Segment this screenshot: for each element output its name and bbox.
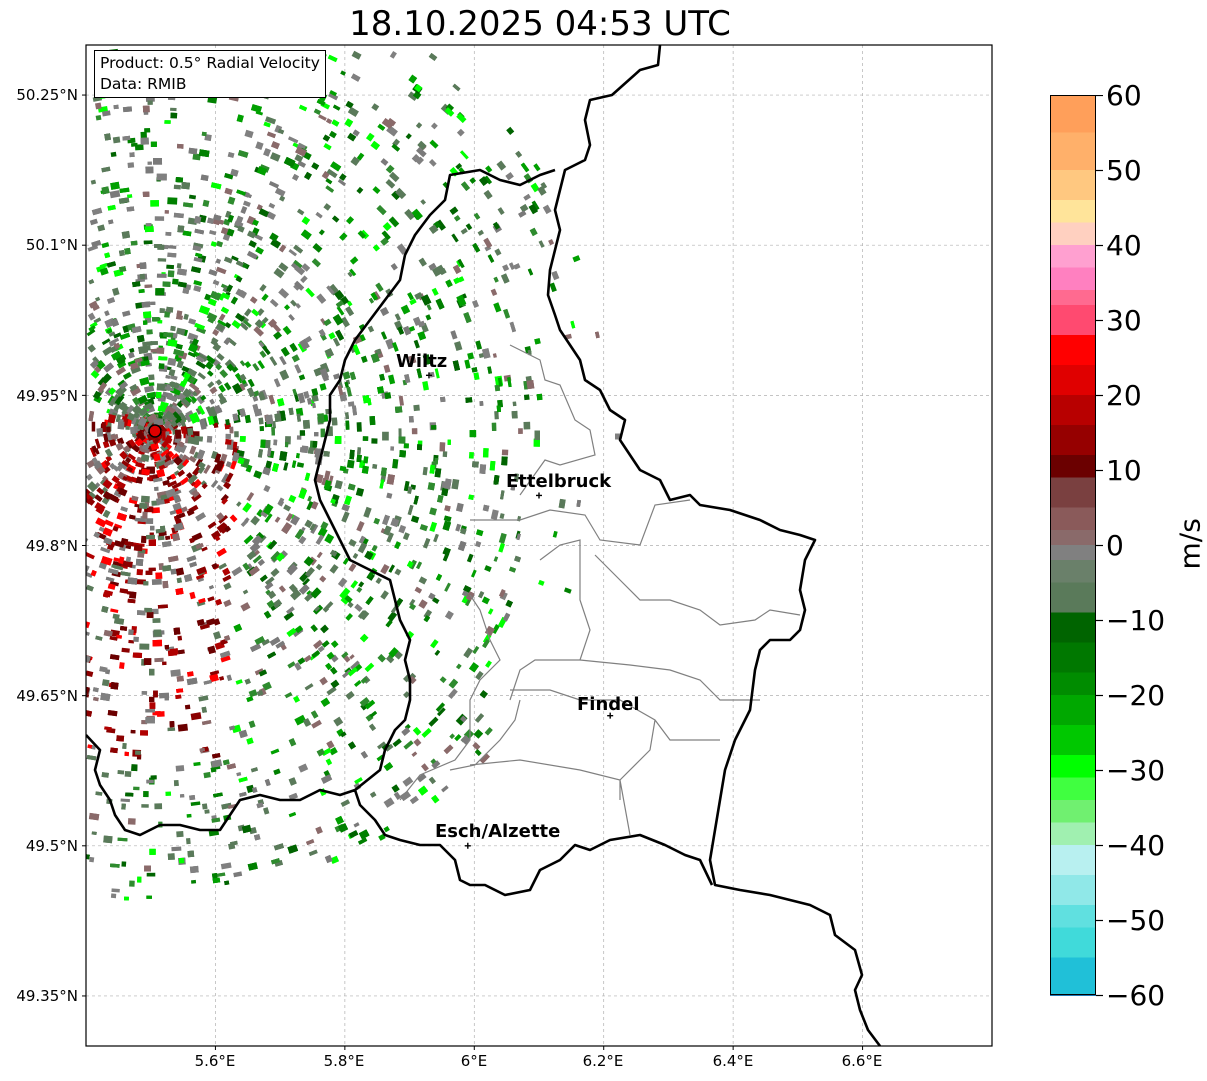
lat-tick-label: 50.25°N xyxy=(16,86,78,104)
colorbar-segment xyxy=(1050,957,1096,995)
colorbar-segment xyxy=(1050,95,1096,133)
lon-tick-label: 6.6°E xyxy=(841,1052,883,1070)
borders xyxy=(86,45,882,1046)
colorbar-segment xyxy=(1050,777,1096,800)
colorbar-segment xyxy=(1050,425,1096,455)
lat-tick-label: 49.65°N xyxy=(16,687,78,705)
radar-site-marker[interactable] xyxy=(148,424,162,438)
colorbar-segment xyxy=(1050,365,1096,395)
colorbar-tick: 60 xyxy=(1106,79,1142,112)
colorbar xyxy=(1050,95,1103,997)
national-border xyxy=(86,45,882,1046)
colorbar-frame xyxy=(1050,95,1096,995)
colorbar-segment xyxy=(1050,875,1096,905)
lat-tick-label: 49.8°N xyxy=(25,537,78,555)
city-label-wiltz[interactable]: Wiltz xyxy=(396,351,448,372)
colorbar-segment xyxy=(1050,132,1096,170)
colorbar-segment xyxy=(1050,245,1096,268)
lon-tick-label: 6.2°E xyxy=(582,1052,624,1070)
colorbar-segment xyxy=(1050,290,1096,305)
product-info-box: Product: 0.5° Radial Velocity Data: RMIB xyxy=(94,50,326,98)
colorbar-segment xyxy=(1050,845,1096,875)
colorbar-segment xyxy=(1050,822,1096,845)
city-label-esch-alzette[interactable]: Esch/Alzette xyxy=(435,821,561,842)
colorbar-segment xyxy=(1050,755,1096,778)
colorbar-segment xyxy=(1050,477,1096,508)
colorbar-segment xyxy=(1050,335,1096,365)
colorbar-segment xyxy=(1050,395,1096,425)
colorbar-tick: 20 xyxy=(1106,379,1142,412)
colorbar-segment xyxy=(1050,582,1096,613)
city-label-ettelbruck[interactable]: Ettelbruck xyxy=(506,471,612,492)
colorbar-tick: 50 xyxy=(1106,154,1142,187)
colorbar-segment xyxy=(1050,305,1096,335)
colorbar-tick: 40 xyxy=(1106,229,1142,262)
map-title: 18.10.2025 04:53 UTC xyxy=(349,4,731,44)
colorbar-segment xyxy=(1050,672,1096,695)
colorbar-tick: −50 xyxy=(1106,904,1166,937)
lat-tick-label: 50.1°N xyxy=(25,236,78,254)
colorbar-label: m/s xyxy=(1173,518,1207,570)
colorbar-segment xyxy=(1050,267,1096,290)
colorbar-segment xyxy=(1050,560,1096,583)
colorbar-segment xyxy=(1050,800,1096,823)
colorbar-tick: −40 xyxy=(1106,829,1166,862)
colorbar-segment xyxy=(1050,725,1096,755)
colorbar-segment xyxy=(1050,612,1096,643)
lat-tick-label: 49.95°N xyxy=(16,387,78,405)
city-marker xyxy=(425,372,432,379)
colorbar-segment xyxy=(1050,222,1096,245)
colorbar-tick: −20 xyxy=(1106,679,1166,712)
colorbar-tick: −10 xyxy=(1106,604,1166,637)
colorbar-tick: −30 xyxy=(1106,754,1166,787)
data-source-label: Data: RMIB xyxy=(100,75,187,93)
city-markers xyxy=(425,372,614,849)
radar-map[interactable] xyxy=(0,0,1000,1081)
colorbar-segment xyxy=(1050,927,1096,958)
colorbar-segment xyxy=(1050,200,1096,223)
colorbar-segment xyxy=(1050,545,1096,560)
colorbar-tick: 0 xyxy=(1106,529,1124,562)
colorbar-segment xyxy=(1050,455,1096,478)
colorbar-segment xyxy=(1050,695,1096,725)
colorbar-segment xyxy=(1050,170,1096,200)
colorbar-segment xyxy=(1050,507,1096,530)
lon-tick-label: 5.6°E xyxy=(194,1052,236,1070)
colorbar-segment xyxy=(1050,995,1096,996)
axis-ticks xyxy=(82,94,864,1050)
lon-tick-label: 5.8°E xyxy=(323,1052,365,1070)
city-label-findel[interactable]: Findel xyxy=(577,694,640,715)
colorbar-segment xyxy=(1050,530,1096,545)
product-label: Product: 0.5° Radial Velocity xyxy=(100,54,320,72)
city-marker xyxy=(536,492,542,499)
lat-tick-label: 49.5°N xyxy=(25,837,78,855)
colorbar-tick: 10 xyxy=(1106,454,1142,487)
colorbar-segment xyxy=(1050,905,1096,928)
lon-tick-label: 6.4°E xyxy=(712,1052,754,1070)
lon-tick-label: 6°E xyxy=(460,1052,488,1070)
canton-boundaries xyxy=(399,344,801,836)
city-marker xyxy=(607,712,614,719)
colorbar-segment xyxy=(1050,642,1096,673)
colorbar-tick: −60 xyxy=(1106,979,1166,1012)
colorbar-tick: 30 xyxy=(1106,304,1142,337)
city-marker xyxy=(464,842,471,849)
lat-tick-label: 49.35°N xyxy=(16,987,78,1005)
